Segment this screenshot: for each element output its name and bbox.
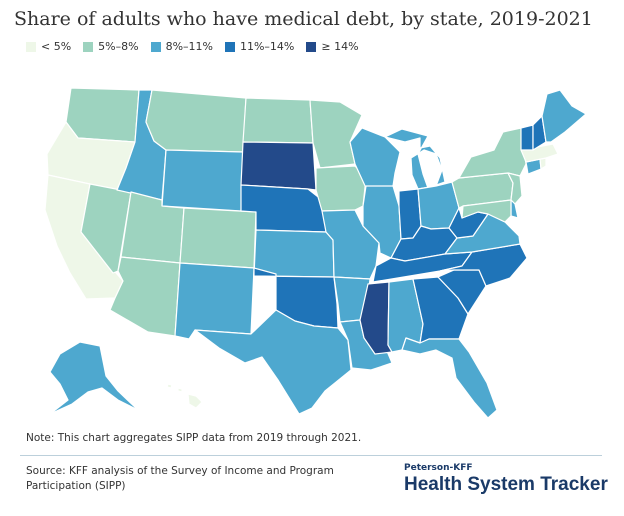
legend-label: ≥ 14% [321, 40, 359, 53]
legend-swatch [306, 41, 317, 52]
divider [20, 455, 602, 456]
legend-swatch [83, 41, 94, 52]
state-sd [240, 141, 317, 191]
legend-item-8-11: 8%–11% [150, 40, 213, 53]
state-ny [458, 127, 527, 179]
state-nd [242, 97, 314, 144]
state-vt [520, 124, 534, 151]
state-wa [65, 87, 140, 143]
legend-item-gte14: ≥ 14% [306, 40, 359, 53]
legend-item-11-14: 11%–14% [224, 40, 295, 53]
legend-label: < 5% [41, 40, 72, 53]
legend-swatch [224, 41, 235, 52]
state-nc [439, 243, 528, 287]
state-tx [194, 309, 352, 415]
legend-label: 5%–8% [98, 40, 139, 53]
state-il [362, 185, 402, 259]
brand-logo: Health System Tracker [404, 474, 608, 495]
legend-swatch [26, 41, 36, 52]
legend-label: 8%–11% [165, 40, 213, 53]
state-ak [49, 341, 139, 415]
state-mi [384, 128, 446, 190]
state-mt [145, 89, 247, 153]
legend-item-lt5: < 5% [26, 40, 71, 53]
state-hi [166, 383, 203, 409]
chart-title: Share of adults who have medical debt, b… [14, 8, 593, 30]
legend-swatch [150, 41, 161, 52]
state-md [461, 199, 512, 223]
state-nm [174, 262, 255, 340]
chart-source: Source: KFF analysis of the Survey of In… [26, 465, 334, 492]
state-de [510, 199, 519, 219]
state-az [109, 256, 181, 337]
state-ks [253, 229, 335, 278]
state-wy [161, 149, 244, 212]
chart-note: Note: This chart aggregates SIPP data fr… [26, 432, 362, 444]
state-fl [401, 337, 498, 419]
legend-item-5-8: 5%–8% [83, 40, 139, 53]
state-ri [539, 157, 547, 170]
legend-label: 11%–14% [239, 40, 295, 53]
us-map [44, 87, 587, 419]
brand-sub-logo: Peterson-KFF [404, 463, 473, 473]
state-me [541, 89, 587, 143]
state-co [179, 207, 257, 269]
state-mo [321, 209, 380, 280]
state-wi [349, 127, 401, 189]
legend: < 5% 5%–8% 8%–11% 11%–14% ≥ 14% [26, 40, 371, 53]
